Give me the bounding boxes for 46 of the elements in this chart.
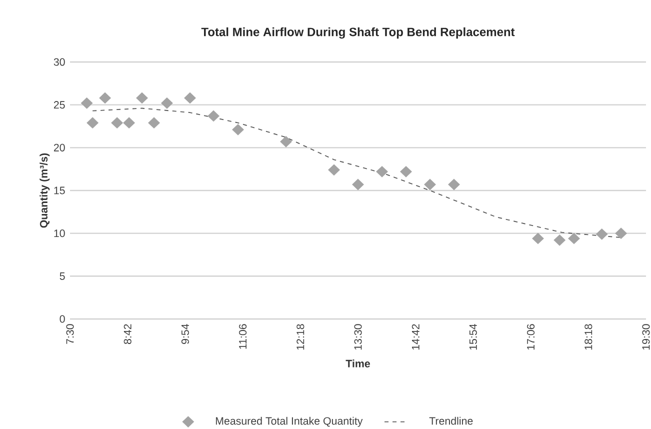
point (86, 117, 98, 128)
x-tick-label: 9:54 (181, 324, 189, 344)
point (568, 232, 580, 244)
legend-label: Measured Total Intake Quantity (216, 416, 363, 427)
point (554, 234, 566, 246)
point (376, 166, 388, 178)
point (184, 92, 196, 104)
chart-title: Total Mine Airflow During Shaft Top Bend Replacement (201, 27, 515, 39)
point (136, 92, 148, 104)
point (232, 124, 244, 136)
y-tick-label: 30 (54, 58, 65, 66)
point (148, 117, 160, 128)
y-tick-label: 15 (54, 186, 65, 194)
point (532, 232, 544, 244)
point (280, 136, 292, 148)
x-tick-label: 7:30 (66, 324, 74, 344)
x-tick-label: 13:30 (354, 324, 362, 350)
y-tick-label: 25 (54, 101, 65, 109)
point (123, 117, 135, 128)
legend-label: Trendline (429, 416, 473, 425)
y-tick-label: 0 (60, 315, 65, 323)
point (99, 92, 111, 104)
point (400, 166, 412, 178)
point (80, 98, 93, 109)
y-tick-label: 5 (60, 272, 65, 280)
y-tick-label: 10 (54, 230, 65, 238)
y-tick-label: 20 (54, 144, 65, 152)
x-axis-title: Time (346, 360, 370, 368)
x-tick-label: 8:42 (124, 324, 132, 344)
point (111, 117, 123, 128)
x-tick-label: 17:06 (527, 324, 535, 350)
x-tick-label: 14:42 (412, 324, 420, 350)
point (448, 178, 460, 190)
point (596, 228, 608, 240)
x-tick-label: 12:18 (296, 324, 304, 350)
point (161, 98, 173, 109)
y-axis-title: Quantity (m³/s) (40, 153, 50, 228)
point (208, 110, 220, 122)
x-tick-label: 19:30 (642, 324, 650, 350)
x-tick-label: 18:18 (584, 324, 592, 350)
point (615, 228, 627, 239)
x-tick-label: 15:54 (469, 324, 477, 350)
point (424, 178, 436, 190)
point (352, 178, 364, 190)
point (328, 164, 340, 176)
x-tick-label: 11:06 (239, 324, 247, 349)
